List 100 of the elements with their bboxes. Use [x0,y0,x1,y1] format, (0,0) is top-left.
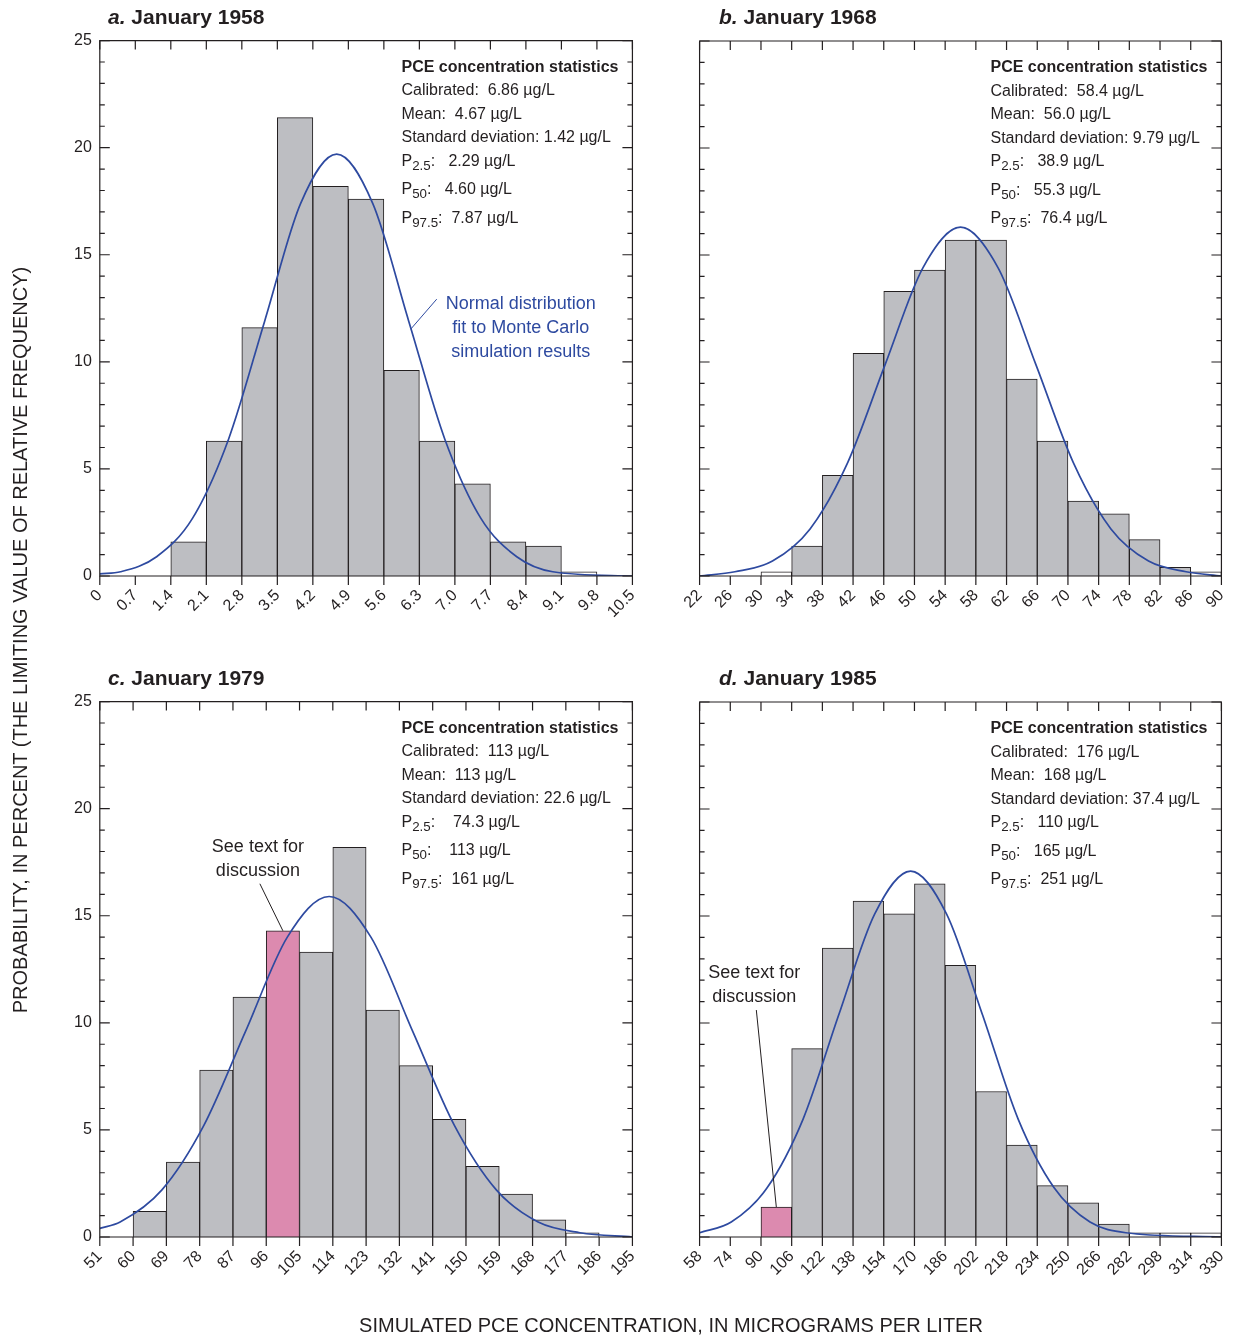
annotation: Calibrated: 58.4 µg/L [990,80,1145,101]
x-tick-label: 4.9 [325,585,354,614]
annotation: P$_{50}$: 165 µg/L [990,840,1098,865]
x-tick-label: 8.4 [503,585,532,614]
x-tick-label: 58 [680,1246,705,1272]
annotation: Standard deviation: 37.4 µg/L [990,788,1201,809]
annotation: P$_{97.5}$: 251 µg/L [990,869,1105,894]
x-tick-label: 82 [1140,585,1166,611]
x-tick-label: 70 [1048,585,1074,611]
x-tick-label: 330 [1195,1246,1227,1278]
x-tick-label: 50 [895,585,920,611]
x-tick-label: 159 [473,1246,505,1278]
y-tick-label: 5 [82,1120,92,1138]
y-axis-title: PROBABILITY, IN PERCENT (THE LIMITING VALUE OF RELATIVE FREQUENCY) [8,266,32,1014]
y-tick-label: 0 [82,1227,92,1245]
x-tick-label: 74 [710,1246,736,1272]
annotation: Mean: 113 µg/L [401,764,518,785]
annotation: Calibrated: 113 µg/L [401,741,551,762]
x-tick-label: 42 [833,585,859,611]
x-tick-label: 7.7 [467,585,496,614]
chart-title: a. January 1958 [108,5,265,29]
x-tick-label: 4.2 [290,585,319,614]
annotation: P$_{97.5}$: 76.4 µg/L [990,208,1109,233]
chart-title: d. January 1985 [719,666,877,690]
annotation: P$_{50}$: 4.60 µg/L [401,179,513,204]
x-tick-label: 202 [950,1246,982,1278]
x-tick-label: 5.6 [361,585,390,614]
x-axis-title: SIMULATED PCE CONCENTRATION, IN MICROGRAMS PER LITER [359,1314,983,1337]
y-tick-label: 15 [74,906,92,924]
x-tick-label: 22 [680,585,705,611]
x-tick-label: 78 [1109,585,1135,611]
x-tick-label: 9.8 [574,585,603,614]
annotation: See text for discussion [708,962,801,1007]
x-tick-label: 141 [407,1246,438,1278]
x-tick-label: 250 [1042,1246,1074,1278]
x-tick-label: 114 [307,1246,339,1278]
x-tick-label: 298 [1134,1246,1166,1278]
x-tick-label: 2.1 [183,585,212,614]
x-tick-label: 186 [919,1246,951,1278]
y-tick-label: 25 [74,31,92,49]
x-tick-label: 177 [540,1246,572,1278]
x-tick-label: 1.4 [148,585,177,614]
annotation: PCE concentration statistics [990,718,1208,738]
x-tick-label: 122 [796,1246,828,1278]
x-tick-label: 123 [340,1246,372,1278]
x-tick-label: 105 [273,1246,305,1278]
x-tick-label: 106 [766,1246,797,1278]
annotation: P$_{2.5}$: 2.29 µg/L [401,150,517,175]
x-tick-label: 170 [888,1246,920,1278]
annotation: PCE concentration statistics [401,717,619,738]
x-tick-label: 6.3 [396,585,425,614]
annotation: P$_{50}$: 55.3 µg/L [990,179,1102,204]
annotation: P$_{2.5}$: 110 µg/L [990,812,1100,837]
x-tick-label: 218 [980,1246,1012,1278]
x-tick-label: 2.8 [219,585,248,614]
annotation: P$_{97.5}$: 7.87 µg/L [401,207,520,233]
annotation: PCE concentration statistics [401,56,619,77]
annotation: Standard deviation: 9.79 µg/L [990,127,1201,148]
x-tick-label: 26 [710,585,736,611]
annotation: P$_{2.5}$: 38.9 µg/L [990,151,1106,176]
x-tick-label: 7.0 [432,585,461,614]
x-tick-label: 0.7 [112,585,141,614]
x-tick-label: 234 [1011,1246,1043,1278]
annotation: See text for discussion [211,835,304,880]
x-tick-label: 66 [1017,585,1043,611]
annotation: Mean: 4.67 µg/L [401,103,523,124]
x-tick-label: 51 [80,1246,106,1272]
legend-label: Normal distribution fit to Monte Carlo simulation results [445,293,596,362]
annotation: Standard deviation: 1.42 µg/L [401,127,612,148]
annotation: Calibrated: 176 µg/L [990,741,1141,762]
x-tick-label: 38 [803,585,828,611]
x-tick-label: 74 [1079,585,1104,611]
x-tick-label: 90 [741,1246,767,1272]
x-tick-label: 138 [827,1246,859,1278]
x-tick-label: 154 [858,1246,890,1278]
x-tick-label: 195 [606,1246,638,1278]
x-tick-label: 90 [1202,585,1227,611]
annotation: P$_{50}$: 113 µg/L [401,840,512,865]
x-tick-label: 266 [1072,1246,1104,1278]
y-tick-label: 20 [74,138,92,156]
x-tick-label: 150 [440,1246,472,1278]
y-tick-label: 15 [74,245,92,263]
x-tick-label: 168 [506,1246,538,1278]
annotation: P$_{2.5}$: 74.3 µg/L [401,811,521,836]
x-tick-label: 54 [925,585,951,611]
x-tick-label: 34 [772,585,797,611]
x-tick-label: 46 [864,585,890,611]
x-tick-label: 9.1 [538,585,567,614]
x-tick-label: 132 [373,1246,405,1278]
annotation: Mean: 168 µg/L [990,765,1108,785]
chart-title: c. January 1979 [108,666,265,690]
x-tick-label: 62 [987,585,1012,611]
annotation: P$_{97.5}$: 161 µg/L [401,868,516,894]
y-tick-label: 5 [82,459,92,477]
x-tick-label: 282 [1103,1246,1135,1278]
x-tick-label: 60 [113,1246,139,1272]
x-tick-label: 186 [573,1246,605,1278]
annotation: PCE concentration statistics [990,57,1208,77]
x-tick-label: 58 [956,585,982,611]
chart-title: b. January 1968 [719,5,877,29]
